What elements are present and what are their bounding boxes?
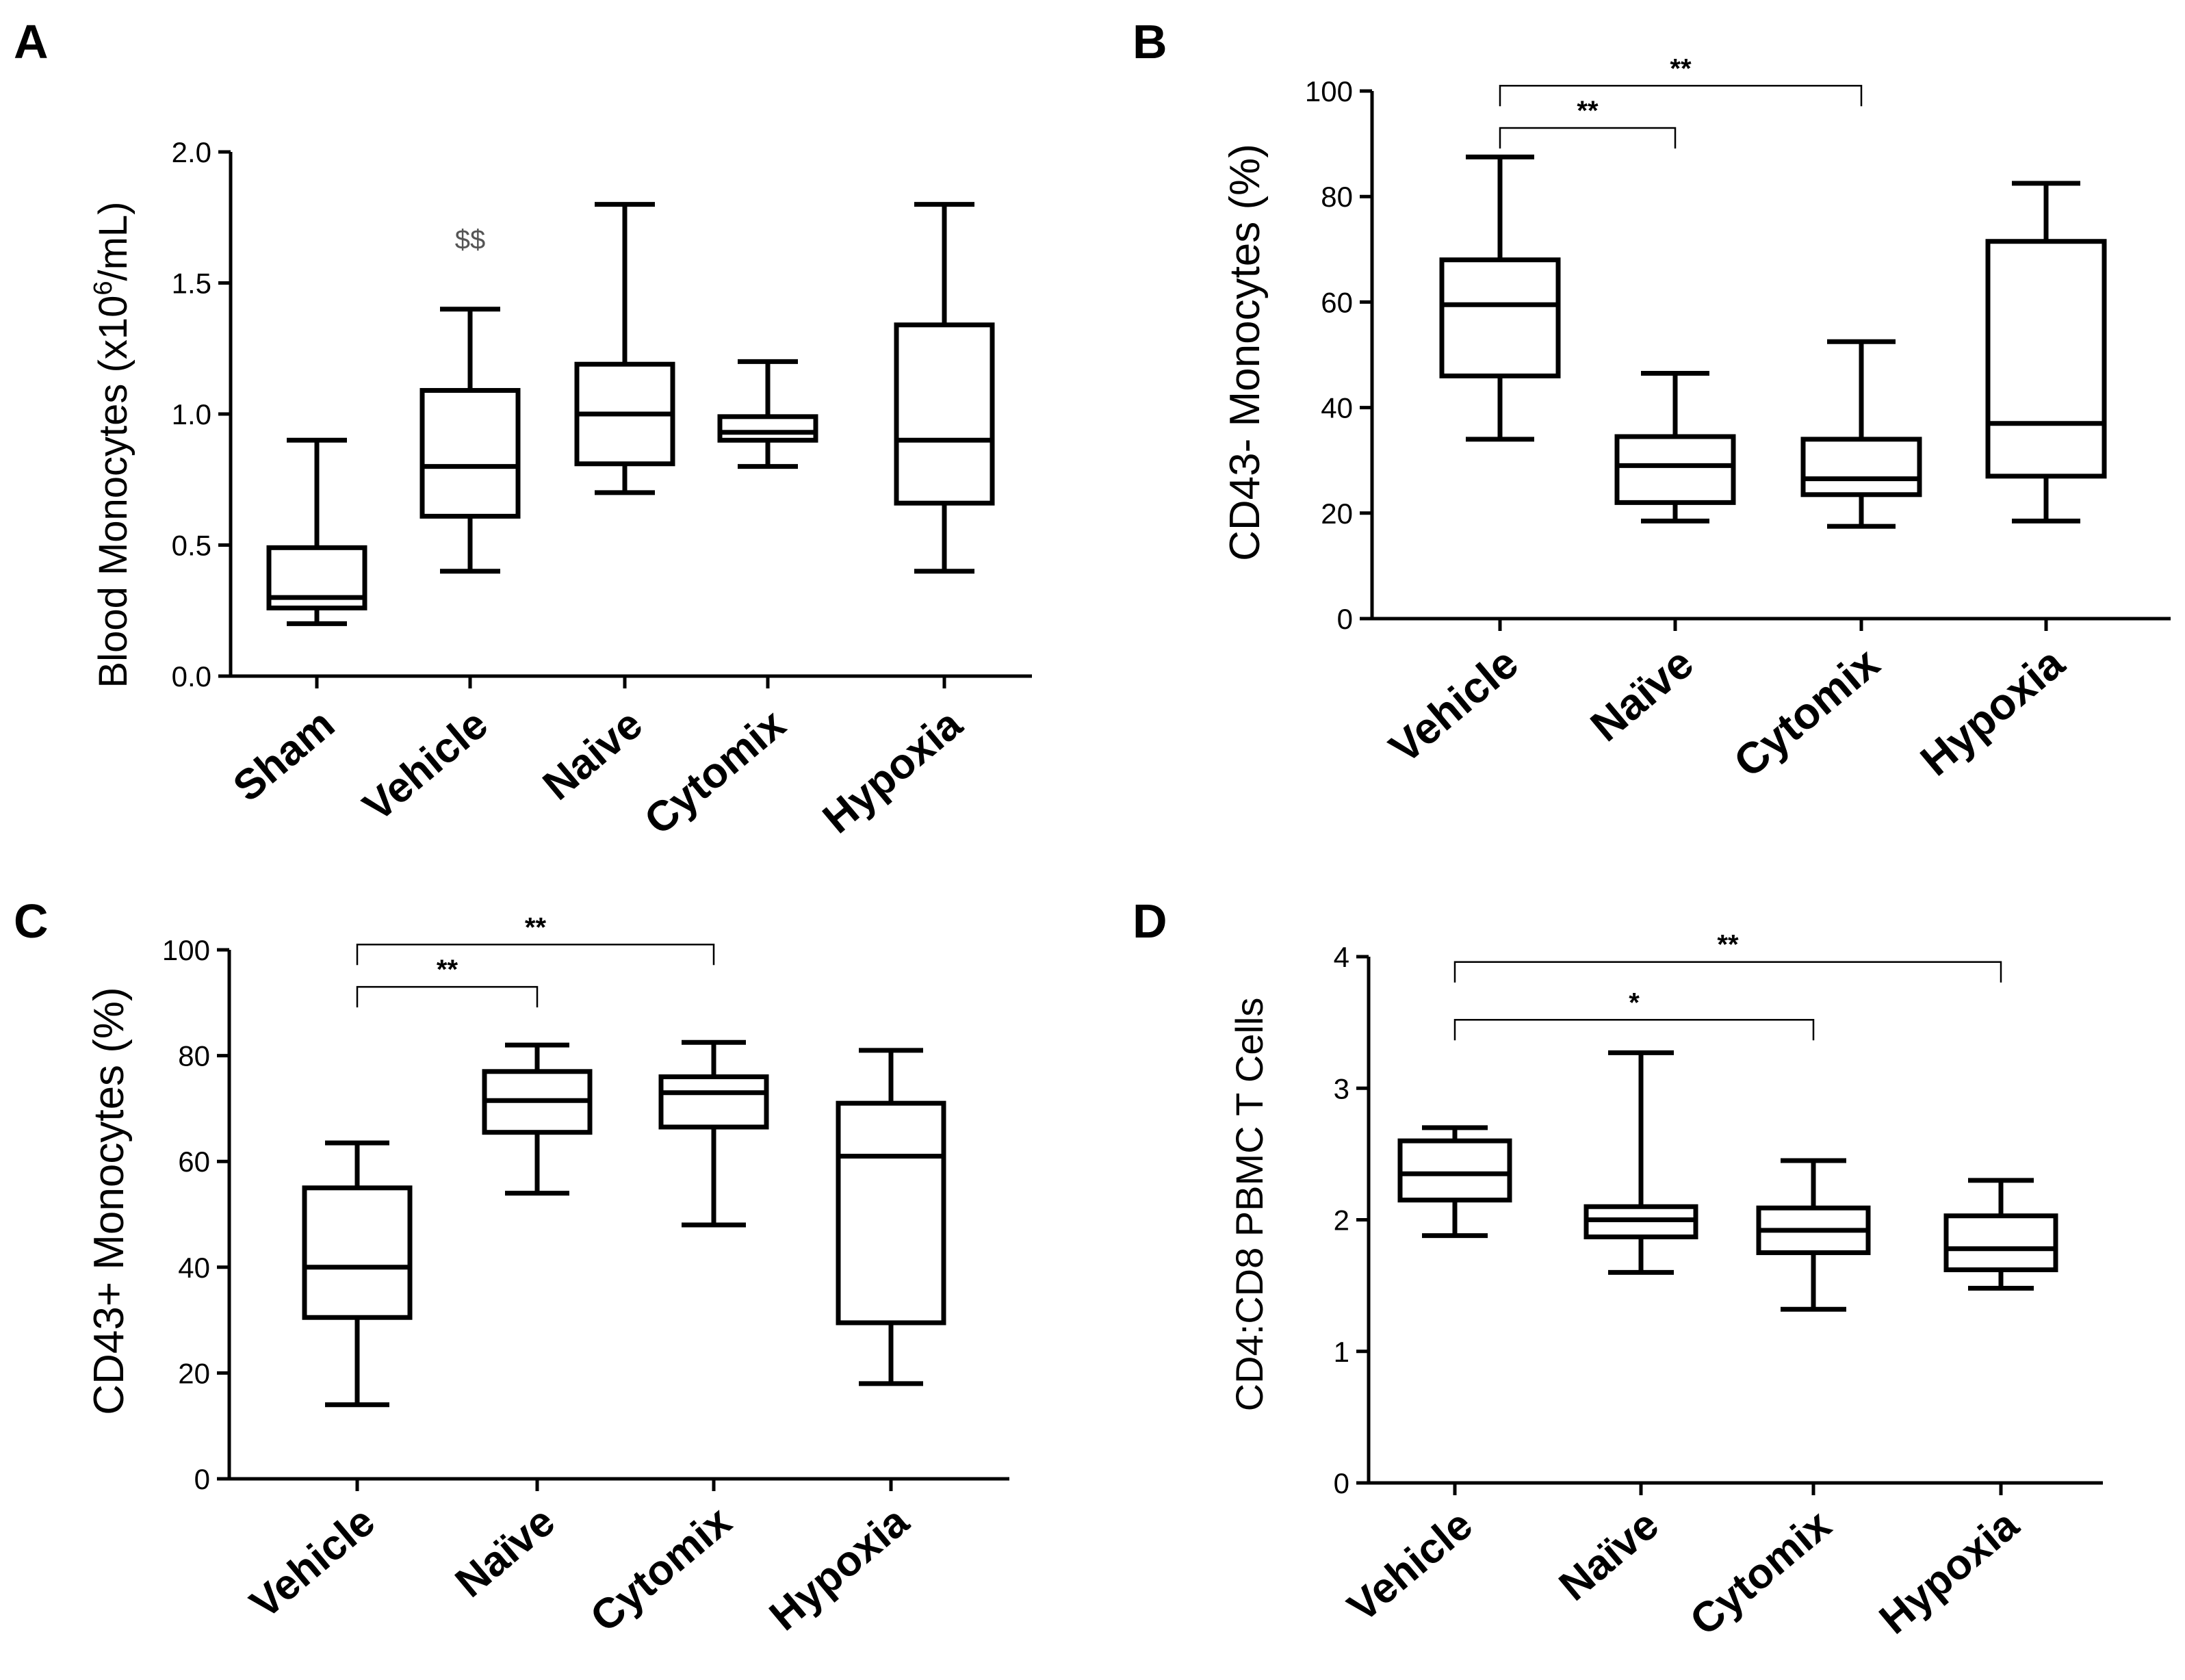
box-iqr <box>1943 1213 2058 1273</box>
box-0 <box>266 437 367 626</box>
bracket-line <box>1499 127 1677 148</box>
y-tick-label: 20 <box>178 1357 210 1389</box>
y-tick-label: 40 <box>1321 392 1353 424</box>
box-0 <box>302 1140 413 1408</box>
box-iqr <box>1439 257 1561 378</box>
bracket-label: ** <box>1670 53 1692 83</box>
significance-annotation: $$ <box>455 225 486 255</box>
significance-bracket: * <box>1453 987 1815 1041</box>
y-tick-label: 80 <box>1321 181 1353 213</box>
y-axis-title-d: CD4:CD8 PBMC T Cells <box>1228 998 1271 1412</box>
significance-bracket: ** <box>356 955 539 1008</box>
y-tick-label: 4 <box>1334 941 1349 973</box>
box-1 <box>419 307 521 574</box>
box-iqr <box>658 1074 769 1130</box>
box-3 <box>1985 181 2107 524</box>
y-tick-label: 0 <box>1334 1467 1349 1499</box>
box-iqr <box>717 414 818 443</box>
box-iqr <box>1800 437 1922 497</box>
y-axis-title-c: CD43+ Monocytes (%) <box>86 987 133 1414</box>
y-tick-label: 80 <box>178 1040 210 1072</box>
bracket-label: ** <box>437 955 458 985</box>
box-4 <box>894 202 995 574</box>
y-tick-label: 1.0 <box>172 398 211 430</box>
panel-letter-d: D <box>1133 894 1167 948</box>
box-0 <box>1397 1125 1512 1239</box>
box-iqr <box>1614 434 1736 505</box>
box-3 <box>1943 1178 2058 1291</box>
box-1 <box>1583 1050 1698 1275</box>
bracket-label: ** <box>1577 96 1599 126</box>
y-axis-title-b: CD43- Monocytes (%) <box>1221 144 1269 561</box>
box-iqr <box>302 1185 413 1320</box>
y-tick-label: 0 <box>194 1463 210 1495</box>
box-0 <box>1439 154 1561 442</box>
significance-bracket: ** <box>1499 53 1863 107</box>
panel-letter-a: A <box>14 15 49 68</box>
box-2 <box>1800 339 1922 529</box>
box-iqr <box>836 1100 946 1326</box>
box-iqr <box>419 388 521 519</box>
box-2 <box>658 1039 769 1228</box>
y-tick-label: 1 <box>1334 1336 1349 1368</box>
box-2 <box>574 202 675 495</box>
bracket-label: * <box>1629 987 1640 1018</box>
box-2 <box>1756 1158 1871 1312</box>
box-iqr <box>1397 1138 1512 1203</box>
bracket-label: ** <box>1717 930 1739 960</box>
significance-bracket: ** <box>1453 930 2002 983</box>
y-tick-label: 60 <box>1321 286 1353 318</box>
box-3 <box>717 359 818 469</box>
y-tick-label: 0 <box>1337 603 1353 635</box>
y-tick-label: 3 <box>1334 1072 1349 1104</box>
y-tick-label: 1.5 <box>172 268 211 300</box>
box-iqr <box>894 322 995 506</box>
y-axis-title-a: Blood Monocytes (x106/mL) <box>89 202 135 688</box>
y-tick-label: 100 <box>162 934 210 966</box>
panel-letter-c: C <box>14 894 49 948</box>
bracket-line <box>356 944 715 966</box>
box-iqr <box>1985 239 2107 479</box>
y-tick-label: 40 <box>178 1252 210 1284</box>
bracket-line <box>1453 1019 1815 1041</box>
y-tick-label: 0.5 <box>172 530 211 562</box>
y-tick-label: 100 <box>1305 75 1353 107</box>
box-1 <box>482 1042 593 1196</box>
y-tick-label: 60 <box>178 1146 210 1178</box>
y-tick-label: 2.0 <box>172 136 211 168</box>
bracket-line <box>1453 961 2002 983</box>
bracket-label: ** <box>525 912 547 942</box>
bracket-line <box>1499 85 1863 107</box>
bracket-line <box>356 985 539 1008</box>
significance-bracket: ** <box>1499 96 1677 148</box>
box-3 <box>836 1048 946 1386</box>
box-1 <box>1614 370 1736 524</box>
y-tick-label: 0.0 <box>172 660 211 693</box>
significance-bracket: ** <box>356 912 715 966</box>
y-tick-label: 20 <box>1321 497 1353 530</box>
panel-letter-b: B <box>1133 15 1167 68</box>
y-tick-label: 2 <box>1334 1204 1349 1237</box>
